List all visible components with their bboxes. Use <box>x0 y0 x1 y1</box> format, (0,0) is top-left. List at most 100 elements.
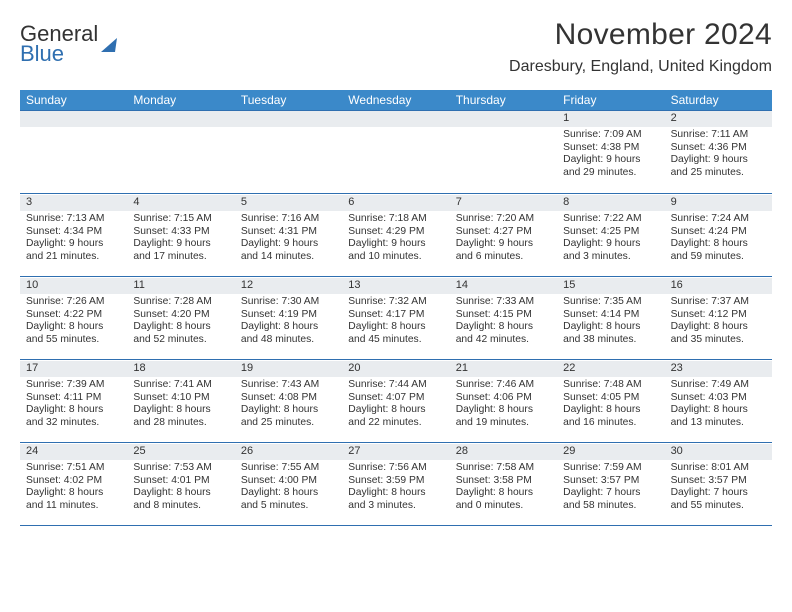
daylight-text: Daylight: 8 hours and 13 minutes. <box>671 404 766 430</box>
day-cell: 13Sunrise: 7:32 AMSunset: 4:17 PMDayligh… <box>342 277 449 359</box>
sunset-text: Sunset: 4:38 PM <box>563 142 658 155</box>
sunrise-text: Sunrise: 7:46 AM <box>456 379 551 392</box>
daylight-text: Daylight: 8 hours and 32 minutes. <box>26 404 121 430</box>
day-number: 24 <box>20 443 127 460</box>
daylight-text: Daylight: 8 hours and 22 minutes. <box>348 404 443 430</box>
day-cell: 29Sunrise: 7:59 AMSunset: 3:57 PMDayligh… <box>557 443 664 525</box>
sunrise-text: Sunrise: 7:56 AM <box>348 462 443 475</box>
sunrise-text: Sunrise: 7:33 AM <box>456 296 551 309</box>
day-number: 5 <box>235 194 342 211</box>
day-number: 19 <box>235 360 342 377</box>
day-number: 12 <box>235 277 342 294</box>
sunrise-text: Sunrise: 7:51 AM <box>26 462 121 475</box>
day-cell: 4Sunrise: 7:15 AMSunset: 4:33 PMDaylight… <box>127 194 234 276</box>
day-cell: 5Sunrise: 7:16 AMSunset: 4:31 PMDaylight… <box>235 194 342 276</box>
sunrise-text: Sunrise: 7:11 AM <box>671 129 766 142</box>
dow-row: SundayMondayTuesdayWednesdayThursdayFrid… <box>20 90 772 110</box>
day-number: 30 <box>665 443 772 460</box>
sunrise-text: Sunrise: 7:37 AM <box>671 296 766 309</box>
day-cell: 18Sunrise: 7:41 AMSunset: 4:10 PMDayligh… <box>127 360 234 442</box>
day-number: 9 <box>665 194 772 211</box>
day-number: 16 <box>665 277 772 294</box>
day-number: 21 <box>450 360 557 377</box>
sunset-text: Sunset: 3:58 PM <box>456 475 551 488</box>
sunset-text: Sunset: 4:07 PM <box>348 392 443 405</box>
sunset-text: Sunset: 4:33 PM <box>133 226 228 239</box>
sunrise-text: Sunrise: 7:44 AM <box>348 379 443 392</box>
sunrise-text: Sunrise: 7:53 AM <box>133 462 228 475</box>
daylight-text: Daylight: 8 hours and 42 minutes. <box>456 321 551 347</box>
title-block: November 2024 Daresbury, England, United… <box>509 18 772 76</box>
day-cell: 9Sunrise: 7:24 AMSunset: 4:24 PMDaylight… <box>665 194 772 276</box>
sunset-text: Sunset: 4:01 PM <box>133 475 228 488</box>
day-number: 23 <box>665 360 772 377</box>
sunset-text: Sunset: 4:25 PM <box>563 226 658 239</box>
sunrise-text: Sunrise: 7:28 AM <box>133 296 228 309</box>
daylight-text: Daylight: 9 hours and 6 minutes. <box>456 238 551 264</box>
sunset-text: Sunset: 4:14 PM <box>563 309 658 322</box>
day-cell: 20 Sunrise: 7:44 AMSunset: 4:07 PMDayligh… <box>342 360 449 442</box>
daylight-text: Daylight: 8 hours and 11 minutes. <box>26 487 121 513</box>
day-cell: 8Sunrise: 7:22 AMSunset: 4:25 PMDaylight… <box>557 194 664 276</box>
page-title: November 2024 <box>509 18 772 52</box>
day-cell-empty <box>127 111 234 193</box>
daylight-text: Daylight: 8 hours and 19 minutes. <box>456 404 551 430</box>
day-cell: 25Sunrise: 7:53 AMSunset: 4:01 PMDayligh… <box>127 443 234 525</box>
sunset-text: Sunset: 4:29 PM <box>348 226 443 239</box>
daylight-text: Daylight: 9 hours and 10 minutes. <box>348 238 443 264</box>
dow-cell: Monday <box>127 90 234 110</box>
daylight-text: Daylight: 8 hours and 55 minutes. <box>26 321 121 347</box>
day-cell: 24Sunrise: 7:51 AMSunset: 4:02 PMDayligh… <box>20 443 127 525</box>
day-number: 18 <box>127 360 234 377</box>
day-cell-empty <box>450 111 557 193</box>
sunset-text: Sunset: 4:00 PM <box>241 475 336 488</box>
day-cell: 12Sunrise: 7:30 AMSunset: 4:19 PMDayligh… <box>235 277 342 359</box>
daylight-text: Daylight: 8 hours and 48 minutes. <box>241 321 336 347</box>
sunset-text: Sunset: 4:22 PM <box>26 309 121 322</box>
day-cell: 22Sunrise: 7:48 AMSunset: 4:05 PMDayligh… <box>557 360 664 442</box>
day-number: 6 <box>342 194 449 211</box>
week-row: 3Sunrise: 7:13 AMSunset: 4:34 PMDaylight… <box>20 194 772 277</box>
day-cell-empty <box>342 111 449 193</box>
sunrise-text: Sunrise: 7:41 AM <box>133 379 228 392</box>
day-number: 26 <box>235 443 342 460</box>
day-number: 17 <box>20 360 127 377</box>
daylight-text: Daylight: 7 hours and 55 minutes. <box>671 487 766 513</box>
sunrise-text: Sunrise: 7:48 AM <box>563 379 658 392</box>
sunset-text: Sunset: 4:10 PM <box>133 392 228 405</box>
day-cell: 27Sunrise: 7:56 AMSunset: 3:59 PMDayligh… <box>342 443 449 525</box>
sunrise-text: Sunrise: 7:32 AM <box>348 296 443 309</box>
location-text: Daresbury, England, United Kingdom <box>509 58 772 76</box>
sunset-text: Sunset: 3:57 PM <box>671 475 766 488</box>
sunrise-text: Sunrise: 7:26 AM <box>26 296 121 309</box>
day-number-empty <box>127 111 234 127</box>
sunrise-text: Sunrise: 7:24 AM <box>671 213 766 226</box>
day-cell: 21Sunrise: 7:46 AMSunset: 4:06 PMDayligh… <box>450 360 557 442</box>
day-cell: 11Sunrise: 7:28 AMSunset: 4:20 PMDayligh… <box>127 277 234 359</box>
sunset-text: Sunset: 4:15 PM <box>456 309 551 322</box>
logo-line2: Blue <box>20 44 98 64</box>
day-cell: 19Sunrise: 7:43 AMSunset: 4:08 PMDayligh… <box>235 360 342 442</box>
sunset-text: Sunset: 3:59 PM <box>348 475 443 488</box>
header-region: General Blue November 2024 Daresbury, En… <box>20 18 772 76</box>
sunrise-text: Sunrise: 7:43 AM <box>241 379 336 392</box>
dow-cell: Friday <box>557 90 664 110</box>
dow-cell: Thursday <box>450 90 557 110</box>
day-cell: 16Sunrise: 7:37 AMSunset: 4:12 PMDayligh… <box>665 277 772 359</box>
day-number-empty <box>235 111 342 127</box>
sunrise-text: Sunrise: 7:15 AM <box>133 213 228 226</box>
week-row: 17Sunrise: 7:39 AMSunset: 4:11 PMDayligh… <box>20 360 772 443</box>
sunset-text: Sunset: 4:27 PM <box>456 226 551 239</box>
daylight-text: Daylight: 8 hours and 25 minutes. <box>241 404 336 430</box>
sunrise-text: Sunrise: 7:55 AM <box>241 462 336 475</box>
sunset-text: Sunset: 4:03 PM <box>671 392 766 405</box>
sunrise-text: Sunrise: 7:09 AM <box>563 129 658 142</box>
day-number: 8 <box>557 194 664 211</box>
logo-text: General Blue <box>20 24 98 64</box>
day-cell: 2Sunrise: 7:11 AMSunset: 4:36 PMDaylight… <box>665 111 772 193</box>
day-cell: 14Sunrise: 7:33 AMSunset: 4:15 PMDayligh… <box>450 277 557 359</box>
day-number: 20 <box>342 360 449 377</box>
day-number: 28 <box>450 443 557 460</box>
day-number: 2 <box>665 111 772 127</box>
logo-mark-icon <box>101 38 117 52</box>
